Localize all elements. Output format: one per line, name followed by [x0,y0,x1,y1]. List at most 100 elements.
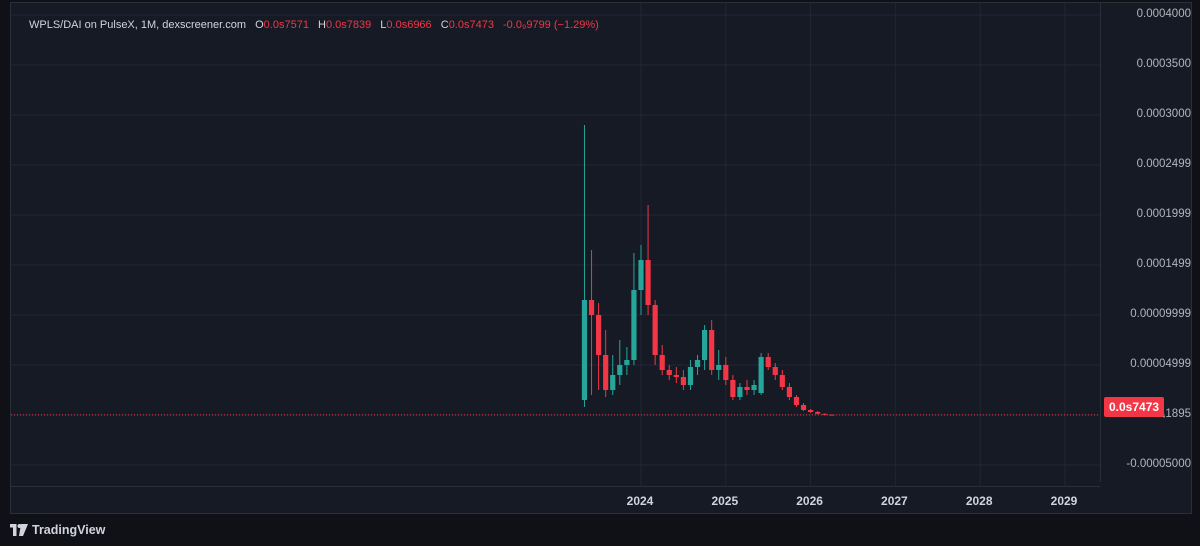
candle [603,330,609,397]
candle-body [744,387,750,390]
high-label: H [318,19,326,31]
candle-body [638,260,644,290]
candle [652,300,658,365]
candle-body [772,367,778,375]
candle-body [631,290,637,360]
candle [581,125,588,407]
price-tick-label: 0.0001999 [1136,208,1191,220]
candle [617,340,623,385]
candle-body [730,380,736,397]
high-value: 0.0s7839 [325,19,372,31]
chart-pane[interactable]: WPLS/DAI on PulseX, 1M, dexscreener.com … [10,2,1192,514]
candle [673,367,679,383]
candles [581,125,835,416]
time-tick-label: 2024 [626,494,654,508]
price-tick-label: 0.0003500 [1136,58,1191,70]
price-tick-label: 0.0002499 [1136,158,1191,170]
candle-body [723,365,729,380]
change-value: -0.0₉9799 (−1.29%) [503,19,599,31]
time-tick-label: 2025 [711,494,739,508]
time-tick-label: 2026 [796,494,823,508]
candle-body [786,387,792,397]
candle [680,370,686,390]
candle-body [652,305,658,355]
candle-body [716,365,722,370]
price-tick-label: 0.00009999 [1130,308,1191,320]
candle-body [758,357,764,393]
price-tick-label: 0.0001499 [1136,258,1191,270]
candle [659,345,665,375]
close-value: 0.0s7473 [448,19,494,31]
candle [596,303,602,390]
candle [638,245,644,315]
candle [610,355,616,395]
candle-body [779,375,785,387]
candle [730,375,736,400]
candle-body [829,414,835,416]
candle [800,403,807,411]
candle-body [588,300,595,315]
grid-lines [11,3,1101,487]
symbol-legend: WPLS/DAI on PulseX, 1M, dexscreener.com … [29,19,599,31]
candle-body [815,412,821,414]
tradingview-logo[interactable]: TradingView [10,522,105,538]
candle [702,325,708,370]
candle-body [673,375,679,377]
candle [758,353,764,395]
candle-body [581,300,588,400]
candle-body [617,365,623,375]
low-label: L [380,19,387,31]
candle [829,414,835,416]
candle [666,365,672,380]
candle [631,253,637,365]
price-tick-label: 0.0004000 [1136,8,1191,20]
time-tick-label: 2028 [965,494,993,508]
candle [645,205,651,315]
time-axis[interactable]: 2024 2025 2026 2027 2028 2029 [10,486,1100,514]
candle-body [793,397,800,405]
candle-body [694,360,701,367]
candle [588,250,595,395]
candle-body [610,375,616,390]
candle-body [645,260,651,305]
close-label: C [440,19,449,31]
time-tick-label: 2029 [1050,494,1078,508]
candle-body [751,385,757,390]
candle [716,350,722,380]
candle [779,370,785,390]
last-price-tag: 0.0s7473 [1104,397,1165,417]
symbol-title: WPLS/DAI on PulseX, 1M, dexscreener.com [29,19,247,31]
candle [765,353,771,370]
candle [751,380,757,395]
candlestick-chart[interactable] [11,3,1101,487]
candle-body [666,370,672,375]
candle-body [737,387,743,397]
candle [737,383,743,400]
candle [624,347,630,375]
candle-body [680,377,686,385]
open-value: 0.0s7571 [263,19,309,31]
candle-body [765,357,771,367]
candle-body [687,367,694,385]
candle-body [596,315,602,355]
tradingview-label: TradingView [32,523,106,537]
candle [744,380,750,395]
candle [786,383,792,400]
candle-body [702,330,708,360]
price-tick-label: -0.00005000 [1126,458,1191,470]
price-axis[interactable]: 0.0004000 0.0003500 0.0003000 0.0002499 0.00… [1100,2,1193,482]
candle [694,355,701,375]
candle-body [800,405,807,410]
candle [723,357,729,385]
candle-body [808,410,814,412]
candle [687,360,694,390]
candle [808,409,814,413]
price-tick-label: 0.0003000 [1136,108,1191,120]
candle-body [624,360,630,365]
candle-body [709,330,715,370]
candle-body [603,355,609,390]
candle [709,320,715,375]
candle-body [822,413,828,415]
candle [815,411,821,415]
time-tick-label: 2027 [881,494,908,508]
